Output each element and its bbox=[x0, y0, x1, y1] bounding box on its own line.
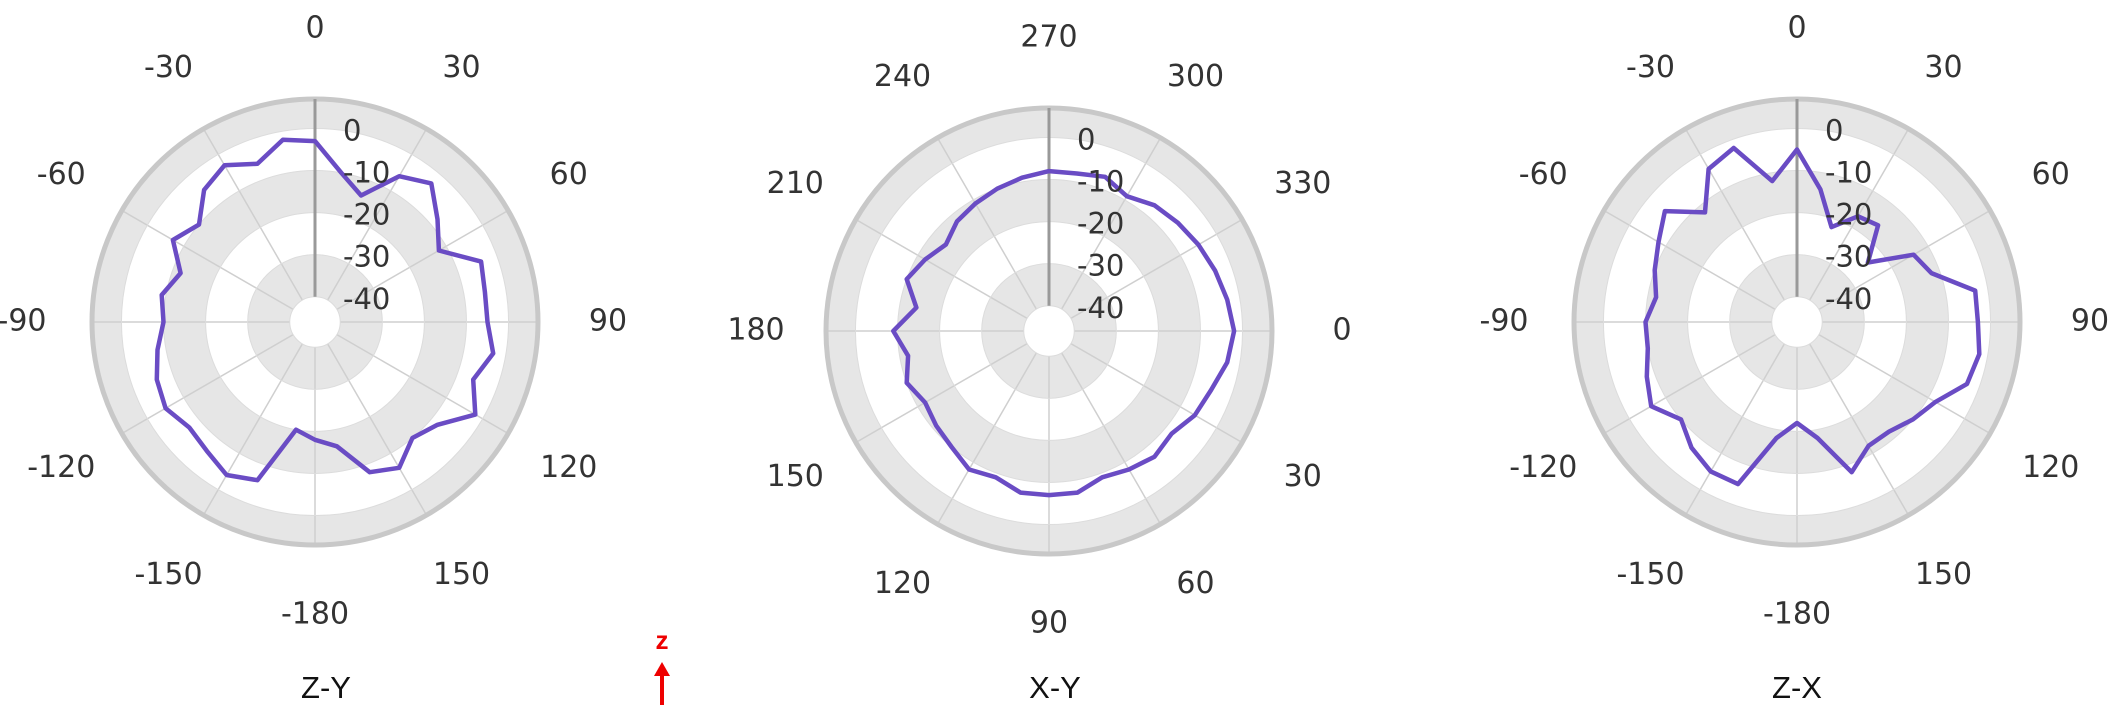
angle-tick-label: 30 bbox=[442, 50, 480, 85]
angular-grid-line bbox=[1060, 352, 1162, 525]
angular-grid-line bbox=[1684, 128, 1786, 301]
angle-tick-label: 120 bbox=[2022, 450, 2079, 485]
angle-tick-label: 300 bbox=[1167, 59, 1224, 94]
angle-tick-label: -30 bbox=[1626, 50, 1675, 85]
angular-grid-line bbox=[936, 137, 1038, 310]
angle-tick-label: -90 bbox=[0, 304, 47, 339]
angular-grid-line bbox=[1808, 343, 1910, 516]
angle-tick-label: 210 bbox=[767, 166, 824, 201]
angular-grid-line bbox=[326, 343, 428, 516]
radial-tick-label: 0 bbox=[343, 113, 361, 147]
angular-grid-line bbox=[326, 128, 428, 301]
angular-grid-line bbox=[855, 342, 1028, 444]
angular-grid-line bbox=[121, 209, 294, 311]
angle-tick-label: 90 bbox=[1030, 606, 1068, 641]
angle-tick-label: 120 bbox=[540, 450, 597, 485]
radial-tick-label: -20 bbox=[1077, 207, 1124, 241]
chart-title: X-Y bbox=[1029, 670, 1081, 705]
chart-title: Z-Y bbox=[301, 670, 351, 705]
angle-tick-label: -60 bbox=[1519, 157, 1568, 192]
angular-grid-line bbox=[336, 333, 509, 435]
angle-tick-label: -120 bbox=[1509, 450, 1577, 485]
angular-grid-line bbox=[936, 352, 1038, 525]
angular-grid-line bbox=[121, 333, 294, 435]
angle-tick-label: 180 bbox=[727, 313, 784, 348]
radial-tick-label: -20 bbox=[1825, 198, 1872, 232]
pattern-line bbox=[154, 137, 496, 483]
angle-tick-label: 60 bbox=[2032, 157, 2070, 192]
angular-grid-line bbox=[1060, 137, 1162, 310]
radial-tick-label: -30 bbox=[1825, 240, 1872, 274]
radial-tick-label: -10 bbox=[343, 156, 390, 190]
angular-grid-line bbox=[1818, 333, 1991, 435]
radial-tick-label: 0 bbox=[1825, 113, 1843, 147]
angle-tick-label: 0 bbox=[1332, 313, 1351, 348]
angular-grid-line bbox=[855, 218, 1028, 320]
pattern-line bbox=[891, 168, 1237, 498]
angular-grid-line bbox=[202, 128, 304, 301]
radial-tick-label: -40 bbox=[1825, 282, 1872, 316]
angle-tick-label: 0 bbox=[305, 11, 324, 46]
angle-tick-label: -60 bbox=[37, 157, 86, 192]
angle-tick-label: 120 bbox=[874, 566, 931, 601]
polar-chart: 0 -10 -20 -30 -40 0 30 60 90 120 150 -180 -150 -120 -9… bbox=[1480, 11, 2110, 706]
radial-tick-label: -30 bbox=[343, 240, 390, 274]
angle-tick-label: 270 bbox=[1020, 20, 1077, 55]
angle-tick-label: 150 bbox=[433, 557, 490, 592]
angle-tick-label: 60 bbox=[1176, 566, 1214, 601]
angle-tick-label: 150 bbox=[767, 459, 824, 494]
angle-tick-label: 60 bbox=[550, 157, 588, 192]
angle-tick-label: -150 bbox=[134, 557, 202, 592]
radial-tick-label: -10 bbox=[1825, 156, 1872, 190]
angle-tick-label: 240 bbox=[874, 59, 931, 94]
angular-grid-line bbox=[336, 209, 509, 311]
angle-tick-label: -90 bbox=[1480, 304, 1529, 339]
chart-title: Z-X bbox=[1772, 670, 1822, 705]
angular-grid-line bbox=[202, 343, 304, 516]
angle-tick-label: 90 bbox=[2071, 304, 2109, 339]
angular-grid-line bbox=[1603, 209, 1776, 311]
angular-grid-line bbox=[1684, 343, 1786, 516]
angle-tick-label: -180 bbox=[1763, 597, 1831, 632]
center-hole bbox=[1771, 296, 1823, 348]
center-hole bbox=[289, 296, 341, 348]
polar-chart: 0 -10 -20 -30 -40 0 30 60 90 120 150 180 210 240 270 30… bbox=[727, 20, 1351, 706]
radial-tick-label: -40 bbox=[343, 282, 390, 316]
axis-arrow bbox=[654, 662, 670, 705]
angular-grid-line bbox=[1818, 209, 1991, 311]
angle-tick-label: 30 bbox=[1924, 50, 1962, 85]
angle-tick-label: 0 bbox=[1787, 11, 1806, 46]
angle-tick-label: 90 bbox=[589, 304, 627, 339]
axis-annotation: z bbox=[656, 625, 669, 655]
center-hole bbox=[1023, 305, 1075, 357]
polar-chart: 0 -10 -20 -30 -40 0 30 60 90 120 150 -180 -150 -120 -9… bbox=[0, 11, 627, 706]
angle-tick-label: 330 bbox=[1274, 166, 1331, 201]
angular-grid-line bbox=[1070, 218, 1243, 320]
radial-tick-label: -20 bbox=[343, 198, 390, 232]
angular-grid-line bbox=[1070, 342, 1243, 444]
angle-tick-label: -180 bbox=[281, 597, 349, 632]
angle-tick-label: 30 bbox=[1284, 459, 1322, 494]
angular-grid-line bbox=[1603, 333, 1776, 435]
radial-tick-label: -40 bbox=[1077, 291, 1124, 325]
radial-tick-label: -30 bbox=[1077, 249, 1124, 283]
pattern-line bbox=[1643, 145, 1982, 487]
radial-tick-label: 0 bbox=[1077, 122, 1095, 156]
angle-tick-label: -150 bbox=[1616, 557, 1684, 592]
angle-tick-label: -30 bbox=[144, 50, 193, 85]
radial-tick-label: -10 bbox=[1077, 165, 1124, 199]
angle-tick-label: 150 bbox=[1915, 557, 1972, 592]
angle-tick-label: -120 bbox=[27, 450, 95, 485]
